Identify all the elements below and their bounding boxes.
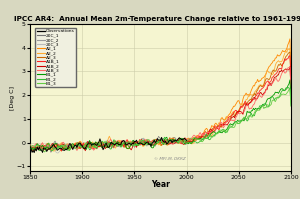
Title: IPCC AR4:  Annual Mean 2m-Temperature Change relative to 1961-1990: IPCC AR4: Annual Mean 2m-Temperature Cha… (14, 16, 300, 22)
X-axis label: Year: Year (151, 180, 170, 189)
Y-axis label: [Deg C]: [Deg C] (10, 86, 15, 109)
Text: © MPI-M, DKRZ: © MPI-M, DKRZ (154, 157, 185, 161)
Legend: Observations, 20C_1, 20C_2, 20C_3, A2_1, A2_2, A2_3, A1B_1, A1B_2, A1B_3, B1_1, : Observations, 20C_1, 20C_2, 20C_3, A2_1,… (35, 28, 76, 87)
